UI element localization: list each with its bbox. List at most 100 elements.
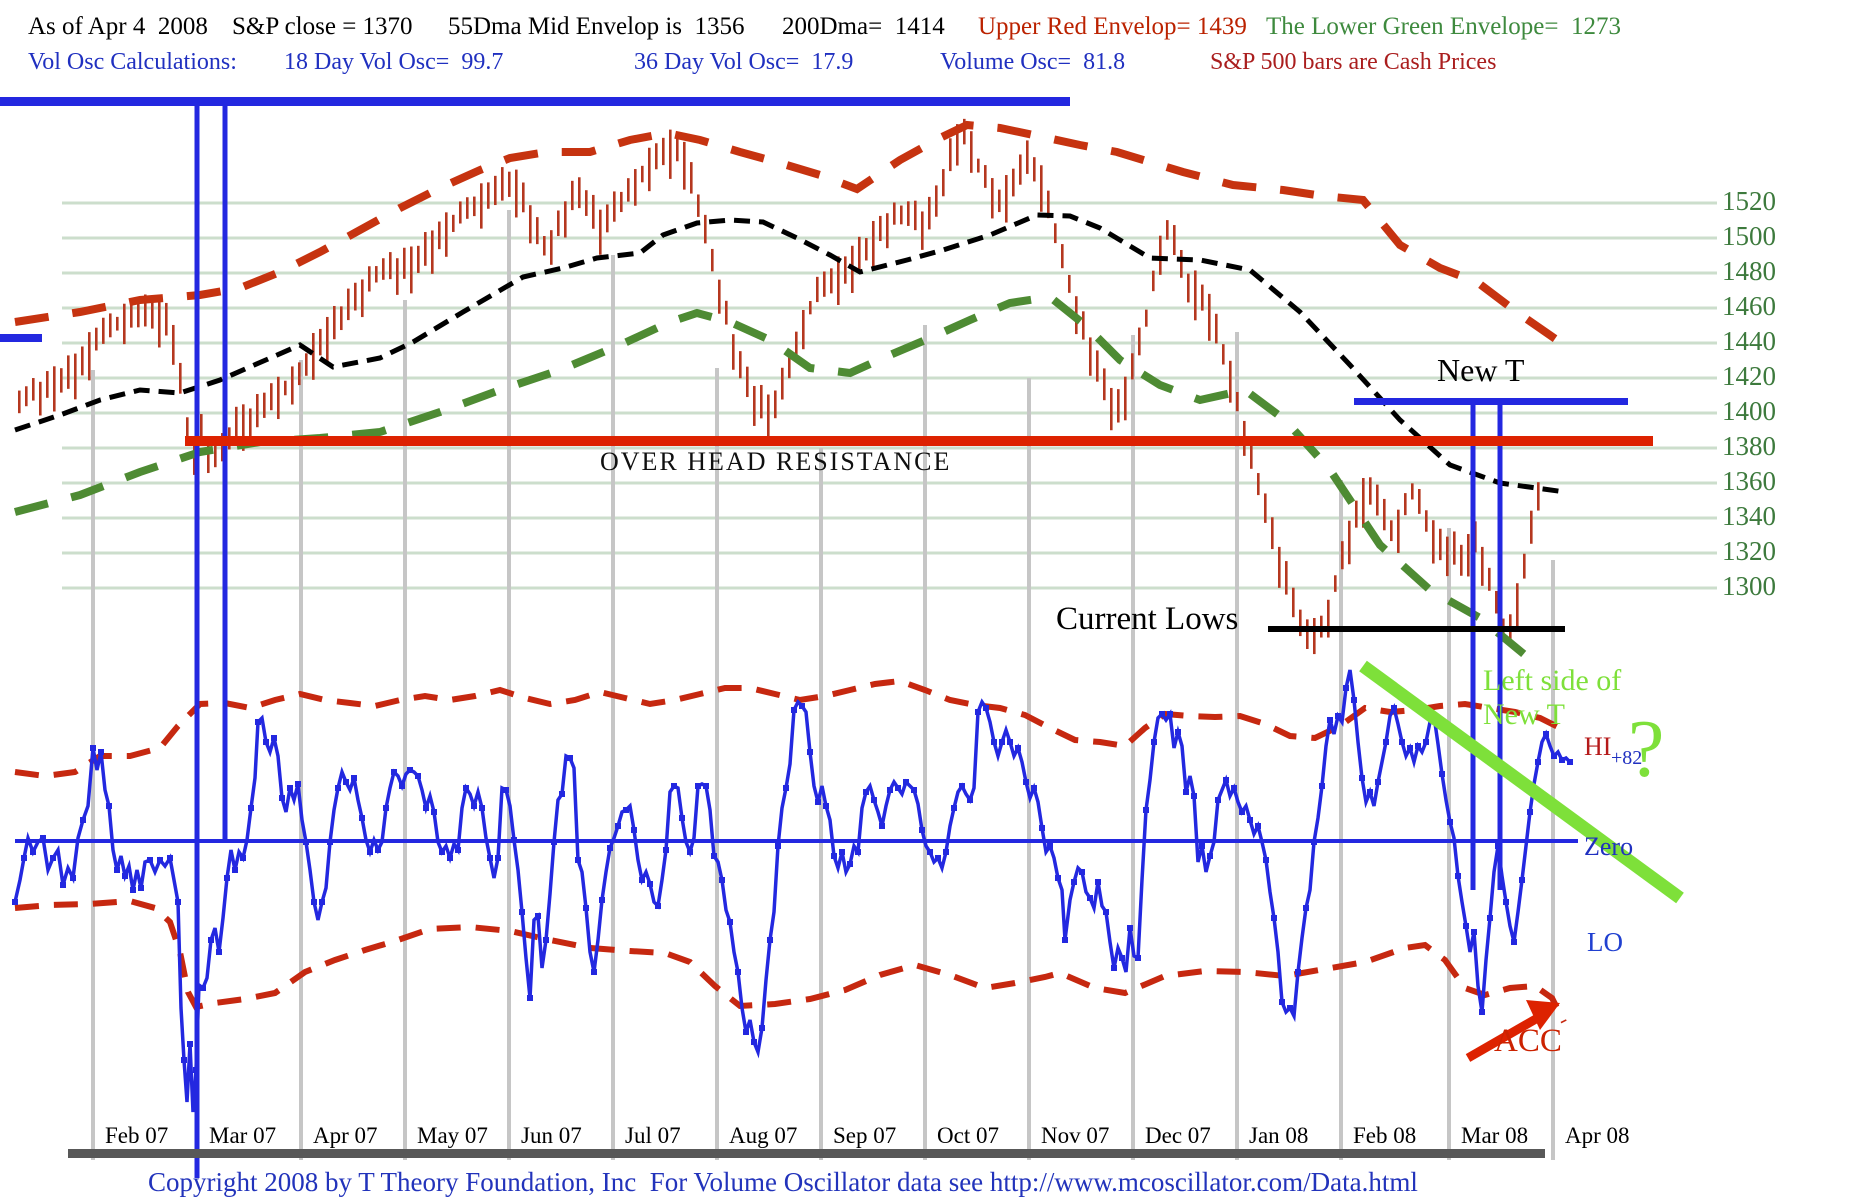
oscillator-marker: [1415, 743, 1421, 749]
price-bar: [697, 194, 700, 217]
price-bar: [1264, 493, 1267, 523]
price-bar: [151, 302, 154, 329]
price-bar: [816, 276, 819, 303]
price-bar: [1516, 583, 1519, 627]
oscillator-marker: [1479, 1009, 1485, 1015]
oscillator-marker: [799, 703, 805, 709]
price-bar: [424, 232, 427, 266]
price-bar: [1166, 220, 1169, 240]
oscillator-marker: [1327, 717, 1333, 723]
price-bar: [375, 266, 378, 283]
month-axis-label: Mar 08: [1461, 1123, 1529, 1148]
price-bar: [1047, 190, 1050, 219]
oscillator-marker: [60, 882, 66, 888]
month-axis-label: Oct 07: [937, 1123, 999, 1148]
oscillator-marker: [1167, 711, 1173, 717]
price-bar: [1019, 154, 1022, 185]
oscillator-marker: [1255, 823, 1261, 829]
oscillator-marker: [551, 839, 557, 845]
price-bar: [172, 324, 175, 365]
price-bar: [417, 245, 420, 273]
price-bar: [1138, 327, 1141, 356]
month-axis-label: Feb 08: [1353, 1123, 1417, 1148]
price-bar: [977, 158, 980, 173]
oscillator-marker: [639, 877, 645, 883]
header-value: 18 Day Vol Osc= 99.7: [284, 49, 504, 75]
oscillator-marker: [823, 803, 829, 809]
oscillator-marker: [1519, 877, 1525, 883]
oscillator-marker: [1487, 915, 1493, 921]
oscillator-marker: [647, 881, 653, 887]
price-bar: [403, 247, 406, 279]
price-axis-label: 1460: [1722, 291, 1776, 321]
price-bar: [270, 383, 273, 411]
price-bar: [326, 316, 329, 364]
price-bar: [347, 288, 350, 321]
oscillator-marker: [1543, 731, 1549, 737]
oscillator-marker: [263, 739, 269, 745]
oscillator-marker: [1087, 895, 1093, 901]
oscillator-hi-value: +82: [1611, 747, 1643, 769]
oscillator-marker: [1062, 937, 1068, 943]
month-axis-label: Apr 07: [313, 1123, 378, 1148]
oscillator-marker: [1311, 839, 1317, 845]
price-bar: [557, 210, 560, 237]
price-bar: [704, 214, 707, 244]
header-value: 55Dma Mid Envelop is 1356: [448, 13, 745, 40]
price-bar: [1061, 244, 1064, 269]
header-value: 36 Day Vol Osc= 17.9: [634, 49, 854, 75]
oscillator-marker: [1175, 729, 1181, 735]
oscillator-marker: [999, 739, 1005, 745]
oscillator-marker: [1351, 697, 1357, 703]
question-mark-annotation: ?: [1628, 703, 1665, 794]
price-bar: [221, 433, 224, 462]
oscillator-marker: [327, 839, 333, 845]
copyright-text: Copyright 2008 by T Theory Foundation, I…: [148, 1167, 1418, 1197]
oscillator-marker: [591, 969, 597, 975]
price-bar: [1173, 225, 1176, 256]
oscillator-marker: [991, 739, 997, 745]
upper-red-envelope: [14, 120, 1560, 344]
price-bar: [872, 220, 875, 267]
price-bar: [354, 282, 357, 311]
oscillator-lo-label: LO: [1587, 927, 1623, 957]
oscillator-marker: [847, 861, 853, 867]
oscillator-marker: [623, 807, 629, 813]
price-bar: [767, 394, 770, 441]
oscillator-marker: [495, 855, 501, 861]
price-bar: [928, 196, 931, 230]
price-bar: [158, 299, 161, 348]
oscillator-marker: [1039, 825, 1045, 831]
oscillator-marker: [1551, 753, 1557, 759]
price-bar: [746, 366, 749, 398]
price-bar: [998, 189, 1001, 213]
oscillator-marker: [1207, 853, 1213, 859]
price-bar: [1236, 392, 1239, 412]
price-bar: [480, 183, 483, 229]
oscillator-marker: [927, 849, 933, 855]
price-bar: [1341, 541, 1344, 570]
price-bar: [1222, 344, 1225, 365]
price-bar: [781, 367, 784, 400]
price-bar: [578, 177, 581, 209]
acc-arrow-head: [1526, 1000, 1560, 1030]
oscillator-marker: [70, 875, 76, 881]
oscillator-marker: [147, 857, 153, 863]
oscillator-marker: [114, 867, 120, 873]
price-bar: [515, 169, 518, 218]
price-bar: [970, 131, 973, 173]
oscillator-marker: [1231, 785, 1237, 791]
header-value: 200Dma= 1414: [782, 13, 945, 40]
price-bar: [837, 256, 840, 306]
oscillator-marker: [1007, 739, 1013, 745]
price-bar: [949, 138, 952, 172]
price-bar: [1397, 509, 1400, 553]
price-bar: [130, 303, 133, 328]
header-value: The Lower Green Envelope= 1273: [1266, 13, 1621, 40]
oscillator-marker: [687, 849, 693, 855]
oscillator-marker: [855, 849, 861, 855]
oscillator-marker: [1191, 793, 1197, 799]
oscillator-marker: [479, 805, 485, 811]
oscillator-marker: [1103, 909, 1109, 915]
oscillator-marker: [303, 839, 309, 845]
